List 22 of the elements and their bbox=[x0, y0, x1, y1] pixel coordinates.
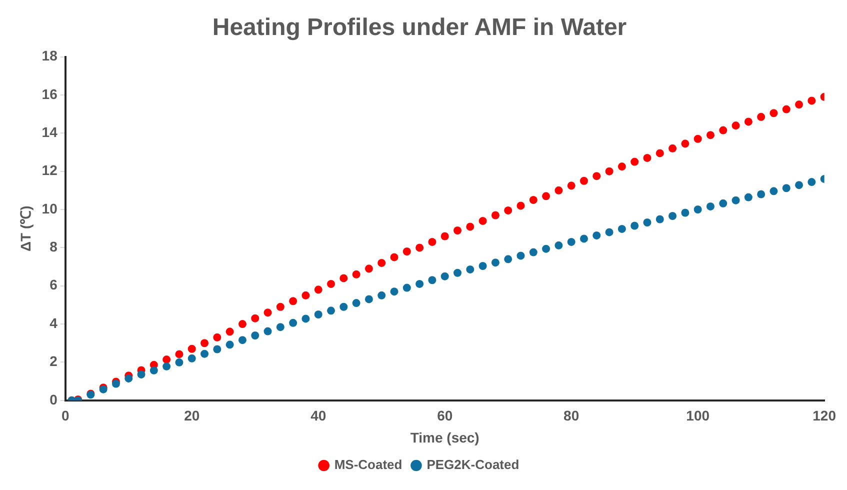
x-tick-label: 60 bbox=[437, 408, 453, 424]
y-tick-label: 2 bbox=[50, 353, 58, 370]
chart-title: Heating Profiles under AMF in Water bbox=[212, 14, 627, 42]
y-tick-label: 18 bbox=[42, 48, 58, 64]
y-tick-label: 8 bbox=[50, 238, 58, 255]
y-tick-label: 14 bbox=[42, 124, 58, 140]
x-tick-label: 80 bbox=[564, 408, 580, 424]
x-tick-label: 100 bbox=[686, 408, 710, 424]
y-tick-label: 6 bbox=[50, 276, 58, 293]
y-axis-title: ΔT (℃) bbox=[17, 206, 34, 252]
x-tick-label: 0 bbox=[61, 408, 70, 424]
x-tick-label: 20 bbox=[184, 408, 200, 424]
x-tick-label: 120 bbox=[812, 408, 836, 424]
legend-label: MS-Coated bbox=[334, 457, 402, 472]
x-tick-label: 40 bbox=[310, 408, 326, 424]
y-tick-label: 0 bbox=[50, 391, 58, 408]
y-tick-label: 12 bbox=[42, 162, 58, 178]
y-tick-label: 4 bbox=[50, 314, 58, 331]
y-tick-label: 16 bbox=[42, 86, 58, 102]
legend-label: PEG2K-Coated bbox=[426, 457, 520, 472]
y-tick-label: 10 bbox=[42, 200, 58, 216]
x-axis-title: Time (sec) bbox=[410, 429, 480, 446]
